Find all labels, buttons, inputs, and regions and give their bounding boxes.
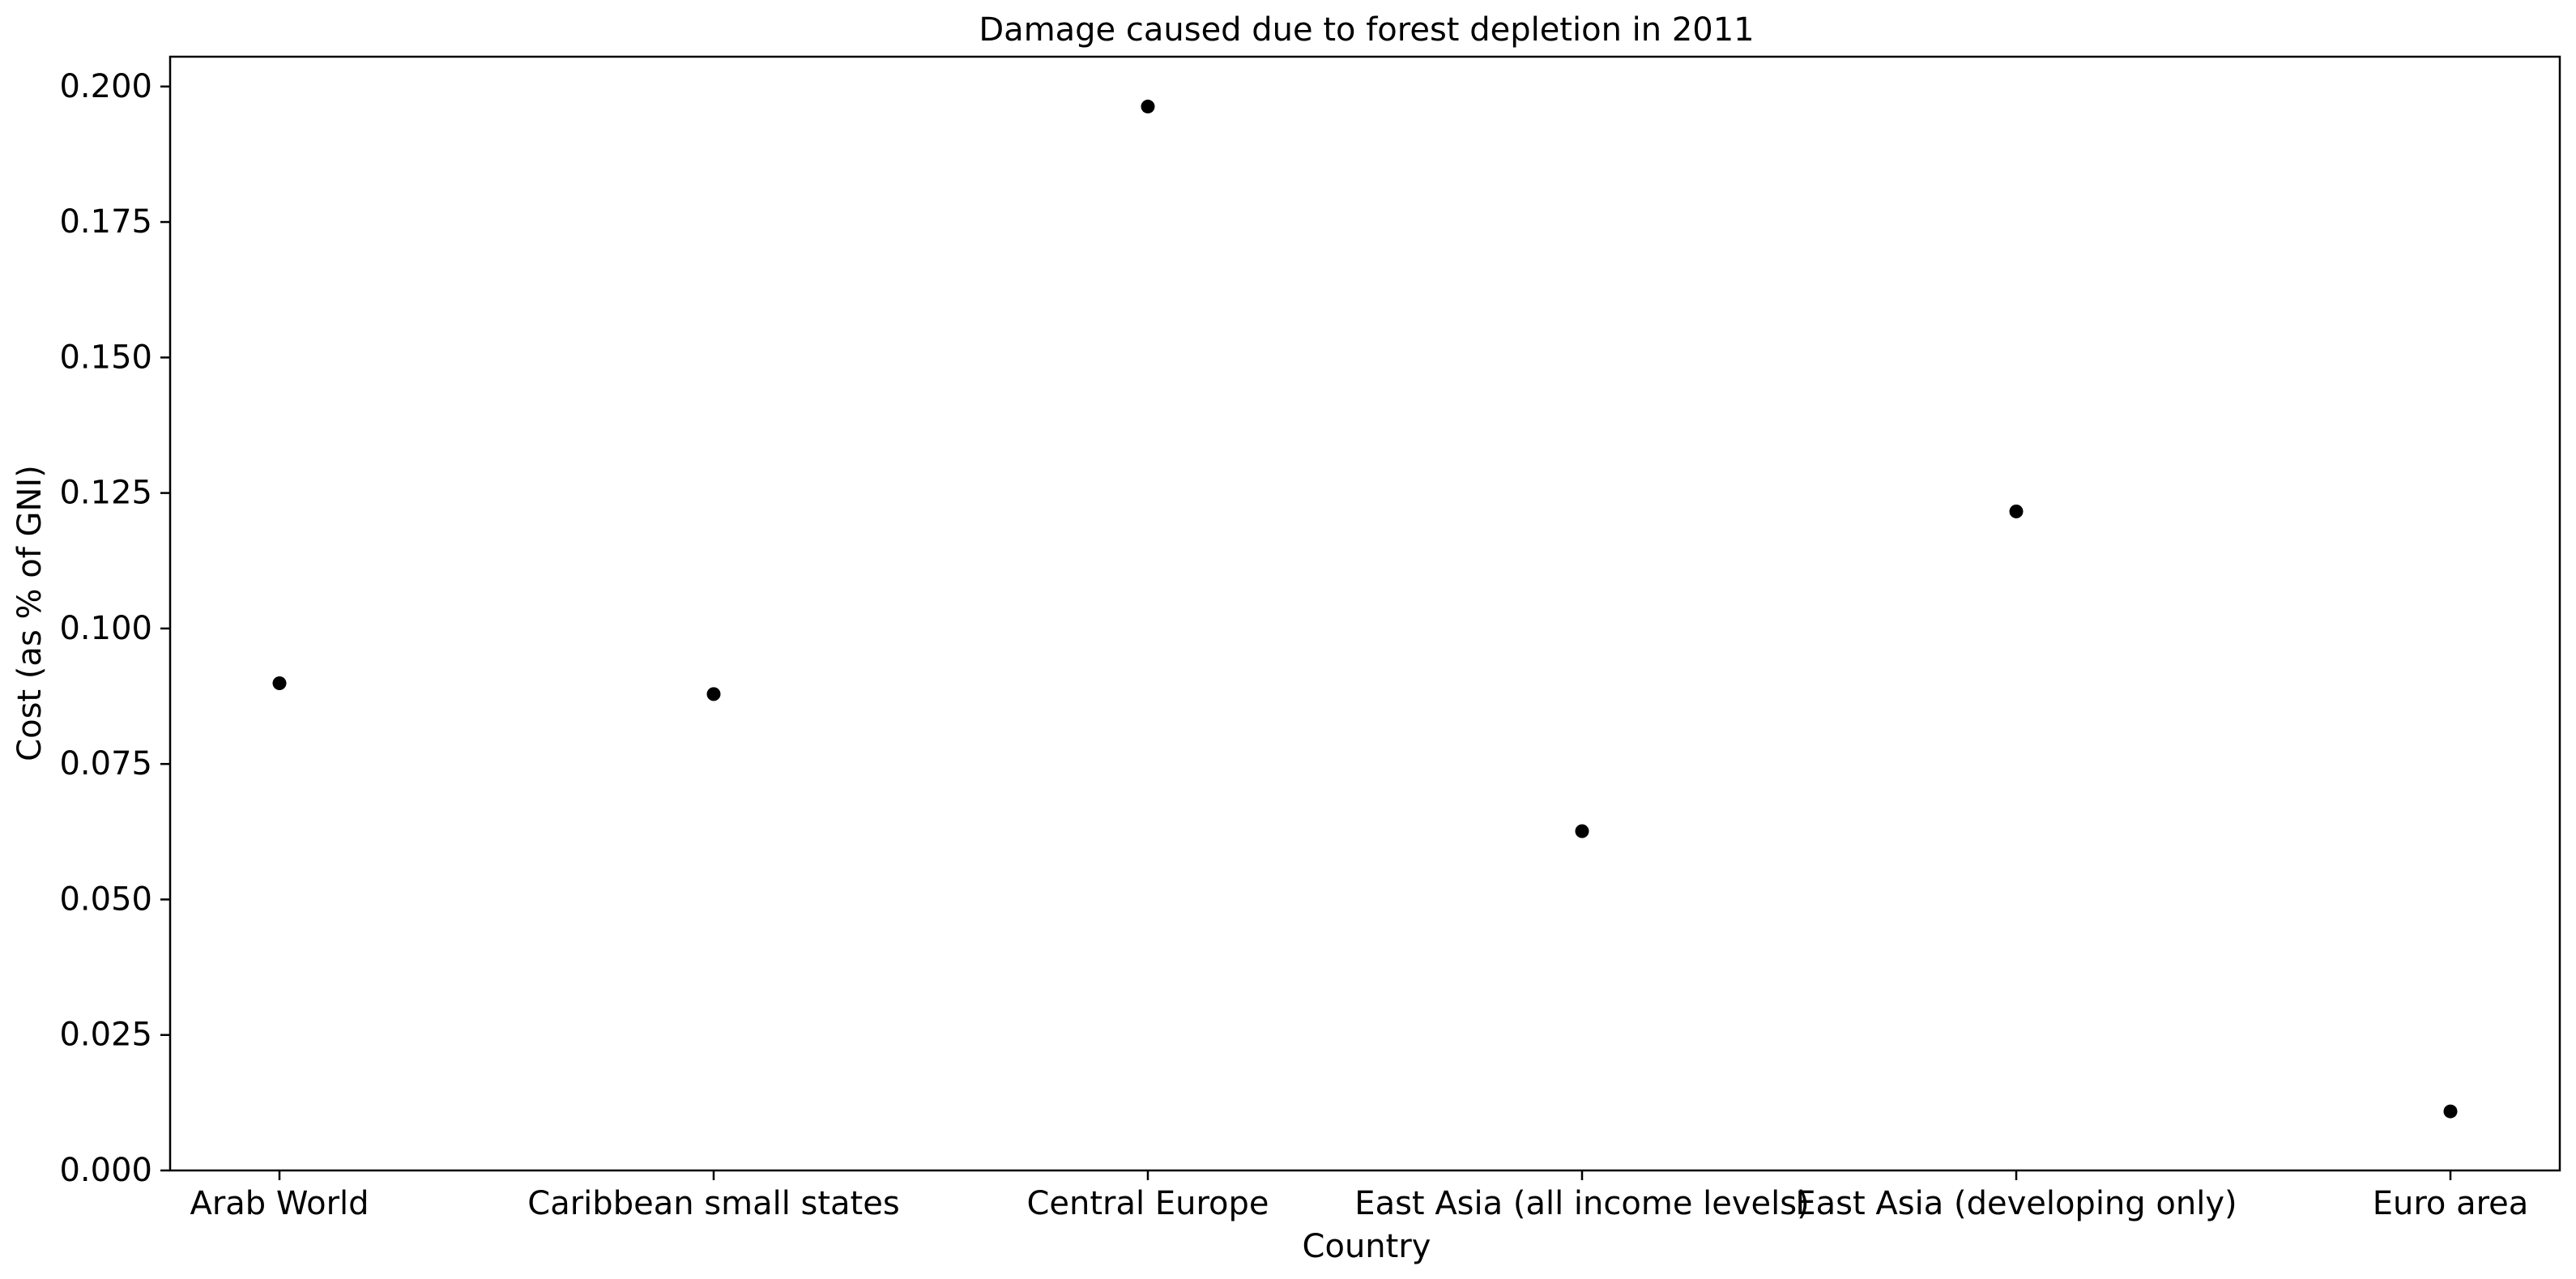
data-point: [2443, 1104, 2458, 1119]
y-tick-label: 0.100: [59, 610, 152, 647]
y-tick-label: 0.125: [59, 475, 152, 512]
x-tick-label: Caribbean small states: [527, 1185, 899, 1222]
data-point: [1141, 100, 1155, 114]
y-tick-label: 0.075: [59, 745, 152, 782]
chart-title: Damage caused due to forest depletion in…: [979, 11, 1754, 49]
y-tick-label: 0.025: [59, 1017, 152, 1054]
plot-frame: [168, 55, 2561, 1172]
y-tick-label: 0.050: [59, 880, 152, 918]
x-tick-label: East Asia (developing only): [1795, 1185, 2237, 1222]
x-tick-label: Central Europe: [1026, 1185, 1269, 1222]
x-axis-label: Country: [1303, 1228, 1431, 1265]
data-point: [2009, 504, 2024, 518]
y-tick-label: 0.200: [59, 68, 152, 105]
data-points: [272, 100, 2458, 1119]
data-point: [706, 687, 721, 701]
y-tick-label: 0.000: [59, 1152, 152, 1189]
y-axis-ticks: 0.000 0.025 0.050 0.075 0.100 0.125 0.150 0.175…: [59, 68, 170, 1189]
data-point: [272, 676, 287, 690]
y-axis-label: Cost (as % of GNI): [11, 465, 49, 761]
y-tick-label: 0.175: [59, 203, 152, 241]
y-tick-label: 0.150: [59, 339, 152, 376]
x-tick-label: Euro area: [2373, 1185, 2529, 1222]
x-axis-ticks: Arab World Caribbean small states Central …: [190, 1170, 2528, 1222]
x-tick-label: Arab World: [190, 1185, 369, 1222]
data-point: [1575, 824, 1589, 838]
x-tick-label: East Asia (all income levels): [1354, 1185, 1809, 1222]
